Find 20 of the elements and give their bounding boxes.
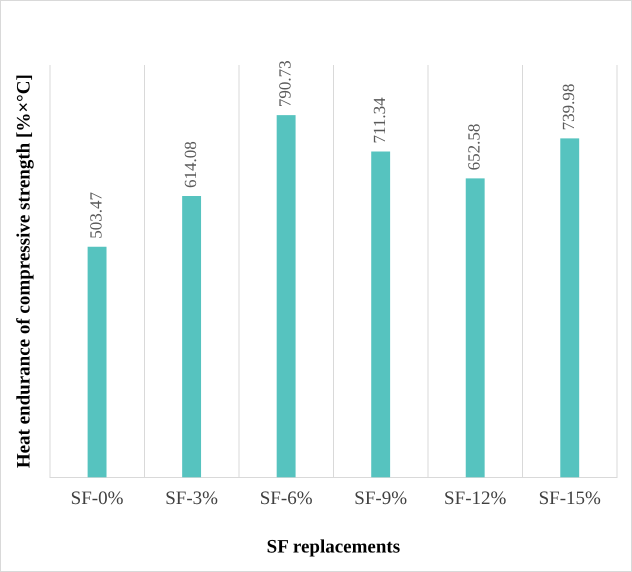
data-label: 711.34 <box>370 96 390 144</box>
bar <box>88 246 107 478</box>
y-axis-title: Heat endurance of compressive strength [%×°C] <box>13 74 34 468</box>
x-tick-label: SF-0% <box>70 488 124 509</box>
x-tick-label: SF-12% <box>444 488 507 509</box>
data-label: 652.58 <box>464 124 484 170</box>
bar <box>560 138 580 478</box>
bar <box>371 151 390 478</box>
x-tick-label: SF-6% <box>260 488 313 509</box>
x-tick-label: SF-9% <box>354 488 408 509</box>
x-tick-label: SF-15% <box>538 488 602 509</box>
x-tick-label: SF-3% <box>165 488 218 509</box>
bar <box>466 178 485 478</box>
data-label: 790.73 <box>276 60 295 108</box>
bar <box>182 196 202 478</box>
data-label: 739.98 <box>559 84 578 130</box>
data-label: 614.08 <box>181 141 200 188</box>
bar <box>276 115 296 478</box>
x-axis-title: SF replacements <box>266 536 400 558</box>
data-label: 503.47 <box>86 191 106 239</box>
